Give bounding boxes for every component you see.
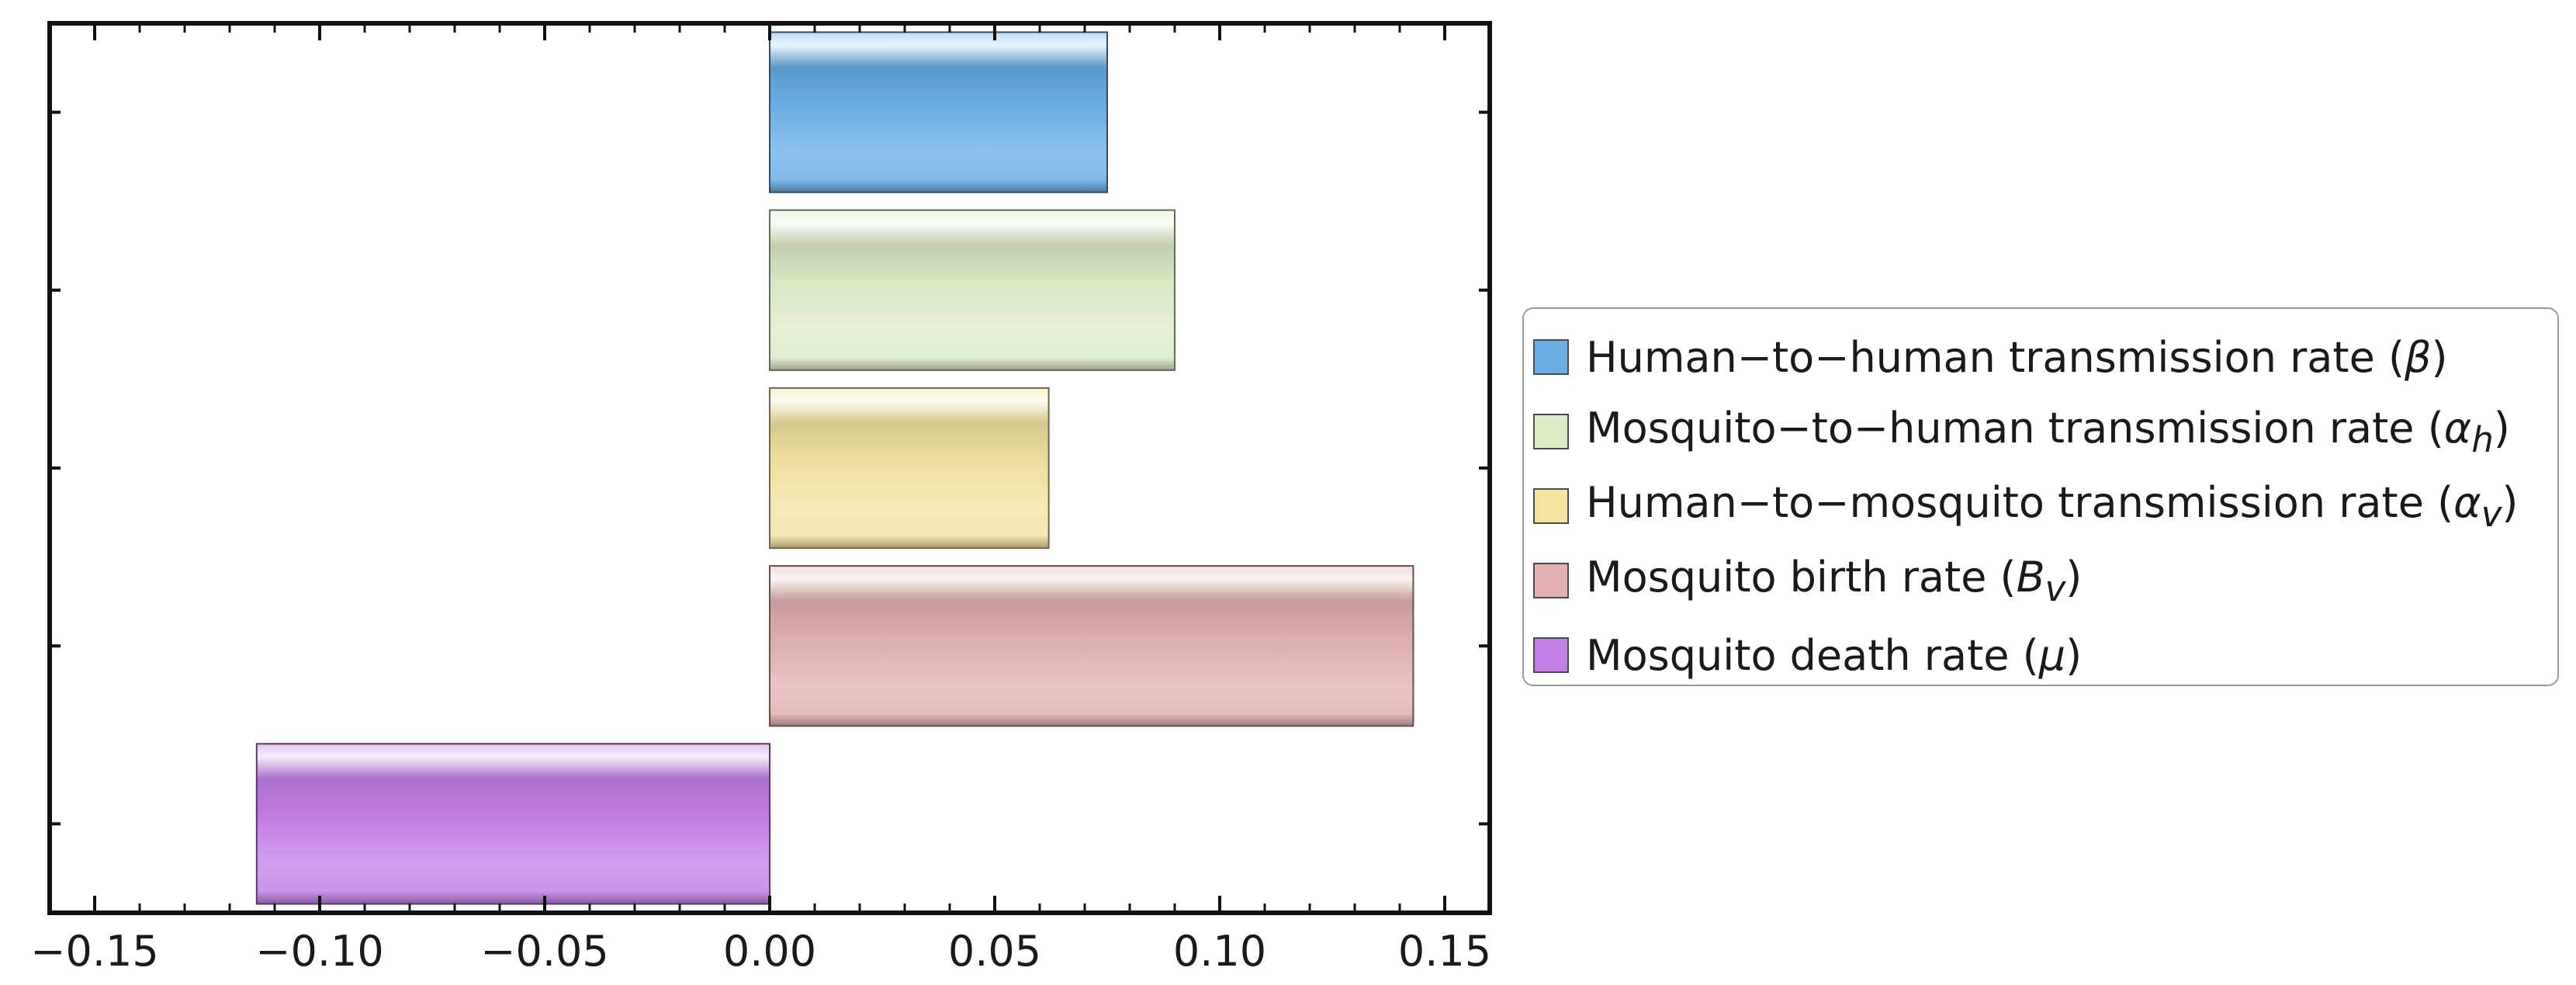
legend-swatch-alpha-h [1533, 414, 1569, 449]
legend-item-bv: Mosquito birth rate (Bv) [1533, 543, 2557, 618]
x-tick-label-1: −0.10 [255, 927, 383, 976]
legend-label-alpha-v: Human−to−mosquito transmission rate (αv) [1586, 477, 2519, 535]
legend-label-bv: Mosquito birth rate (Bv) [1586, 552, 2083, 609]
legend-swatch-alpha-v [1533, 488, 1569, 524]
legend-item-alpha-v: Human−to−mosquito transmission rate (αv) [1533, 469, 2557, 543]
x-tick-label-5: 0.10 [1173, 927, 1266, 976]
x-tick-label-3: 0.00 [723, 927, 816, 976]
tick-labels-layer: −0.15 −0.10 −0.05 0.00 0.05 0.10 0.15 [30, 927, 1491, 976]
bar-0 [769, 31, 1108, 193]
legend-item-alpha-h: Mosquito−to−human transmission rate (αh) [1533, 394, 2557, 469]
x-tick-label-4: 0.05 [948, 927, 1041, 976]
x-tick-label-6: 0.15 [1398, 927, 1491, 976]
x-tick-label-2: −0.05 [480, 927, 608, 976]
bar-2 [769, 387, 1050, 550]
ticks-layer [48, 23, 1491, 913]
bar-3 [769, 565, 1414, 727]
bar-1 [769, 209, 1175, 371]
legend-swatch-mu [1533, 637, 1569, 673]
legend-item-mu: Mosquito death rate (μ) [1533, 618, 2557, 692]
legend-swatch-beta [1533, 339, 1569, 375]
legend-swatch-bv [1533, 563, 1569, 598]
legend-label-alpha-h: Mosquito−to−human transmission rate (αh) [1586, 403, 2510, 460]
x-tick-label-0: −0.15 [30, 927, 158, 976]
legend: Human−to−human transmission rate (β) Mos… [1522, 307, 2559, 686]
legend-label-mu: Mosquito death rate (μ) [1586, 630, 2083, 680]
legend-label-beta: Human−to−human transmission rate (β) [1586, 332, 2448, 382]
bar-4 [255, 743, 770, 905]
bars-layer [255, 31, 1414, 905]
legend-item-beta: Human−to−human transmission rate (β) [1533, 320, 2557, 394]
